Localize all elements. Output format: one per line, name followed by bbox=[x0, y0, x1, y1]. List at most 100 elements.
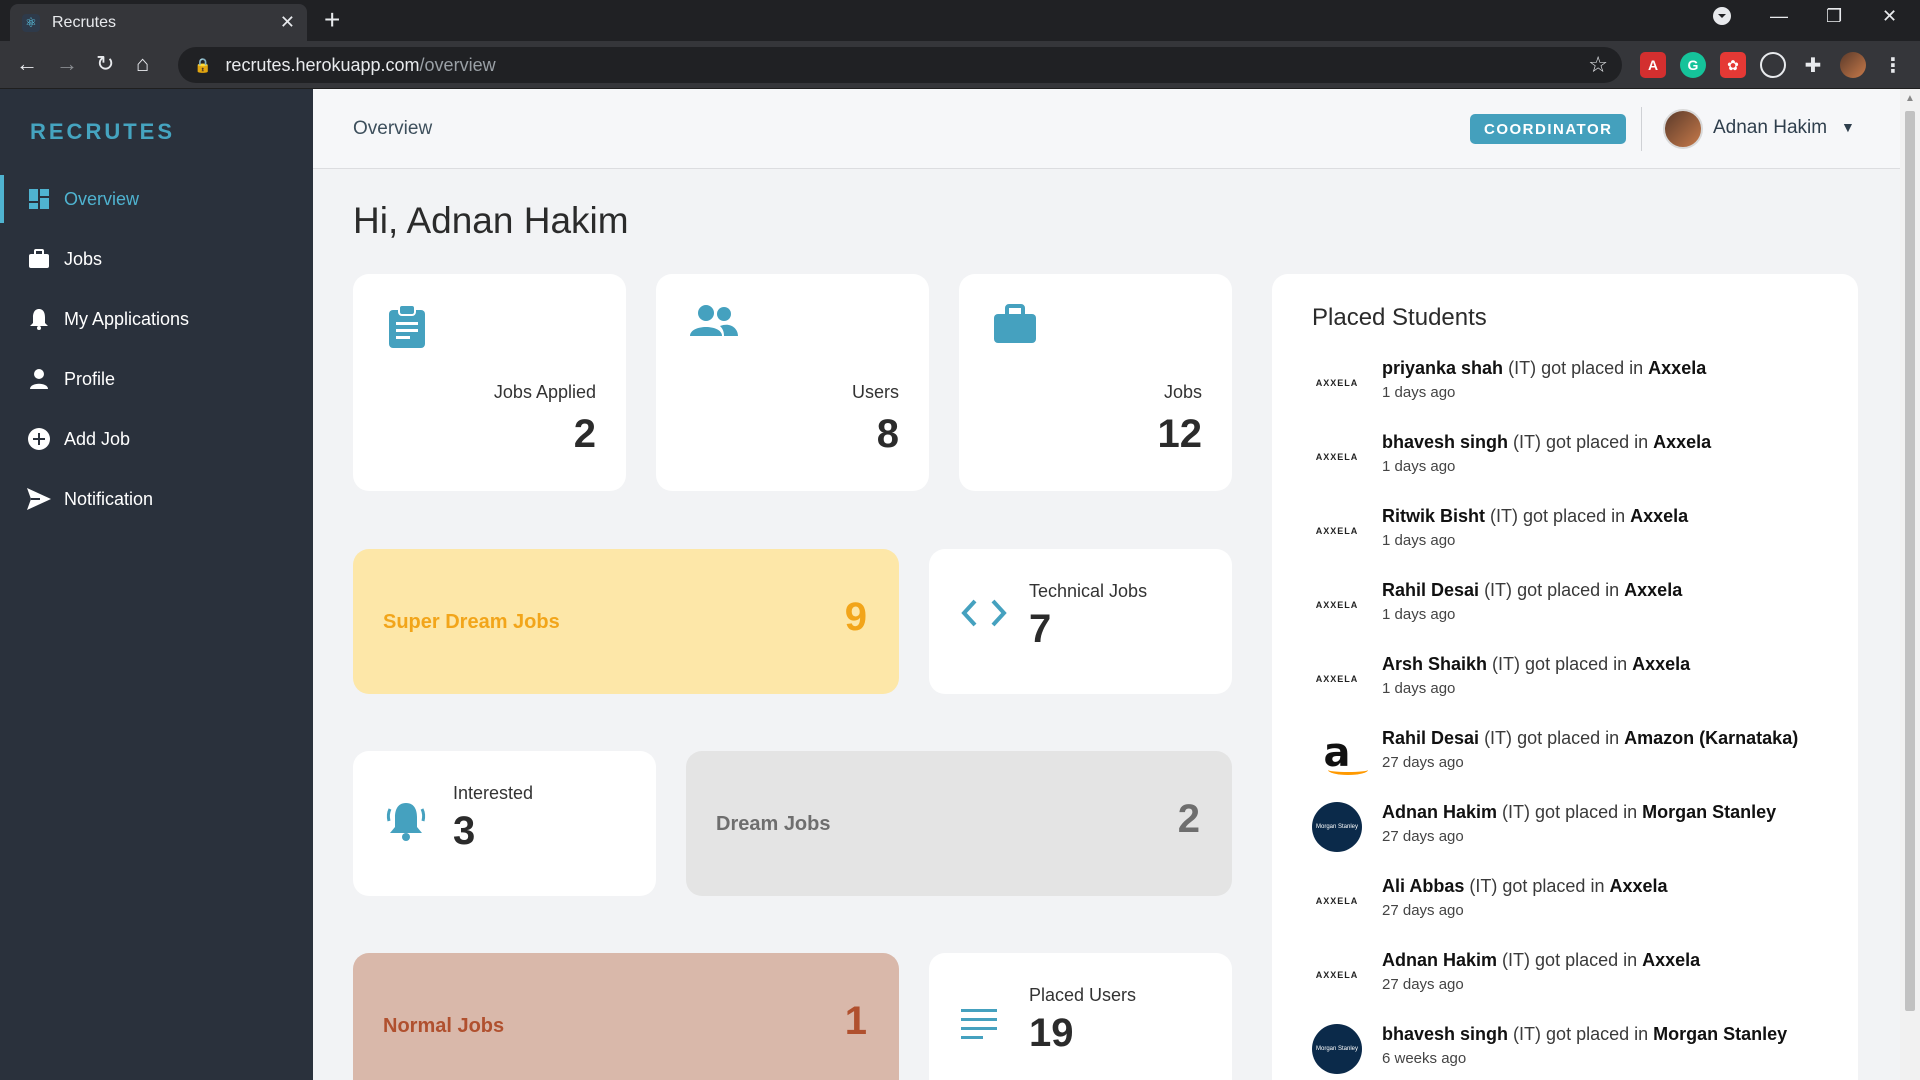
scroll-thumb[interactable] bbox=[1905, 111, 1915, 1011]
avatar[interactable] bbox=[1663, 109, 1703, 149]
category-label: Dream Jobs bbox=[716, 813, 831, 835]
placement-text: Adnan Hakim (IT) got placed in Morgan St… bbox=[1382, 802, 1776, 823]
stat-card-jobs-applied[interactable]: Jobs Applied 2 bbox=[353, 274, 626, 491]
sidebar-item-overview[interactable]: Overview bbox=[0, 169, 313, 229]
company-name: Morgan Stanley bbox=[1642, 802, 1777, 822]
stat-card-users[interactable]: Users 8 bbox=[656, 274, 929, 491]
url-host: recrutes.herokuapp.com bbox=[225, 54, 420, 75]
breadcrumb: Overview bbox=[353, 118, 433, 139]
placement-time: 27 days ago bbox=[1382, 828, 1464, 845]
student-dept: (IT) bbox=[1502, 950, 1531, 970]
axxela-logo: AXXELA bbox=[1315, 970, 1359, 980]
company-name: Axxela bbox=[1653, 432, 1712, 452]
lock-icon: 🔒 bbox=[194, 56, 212, 73]
stat-value: 7 bbox=[1029, 607, 1052, 651]
category-card-super-dream[interactable]: Super Dream Jobs 9 bbox=[353, 549, 899, 694]
category-value: 9 bbox=[844, 595, 867, 639]
axxela-logo: AXXELA bbox=[1315, 896, 1359, 906]
extension-icon[interactable]: ✿ bbox=[1720, 52, 1746, 78]
student-dept: (IT) bbox=[1484, 728, 1513, 748]
restore-icon[interactable]: ❐ bbox=[1826, 6, 1843, 26]
clipboard-icon bbox=[387, 304, 427, 353]
stat-label: Jobs Applied bbox=[493, 382, 596, 402]
placement-connector: got placed in bbox=[1541, 358, 1644, 378]
list-item: AXXELA Ritwik Bisht (IT) got placed in Ax… bbox=[1312, 502, 1852, 576]
list-icon bbox=[961, 1009, 997, 1044]
stat-card-jobs[interactable]: Jobs 12 bbox=[959, 274, 1232, 491]
placement-text: Adnan Hakim (IT) got placed in Axxela bbox=[1382, 950, 1700, 971]
stat-label: Users bbox=[851, 382, 899, 402]
stat-card-technical-jobs[interactable]: Technical Jobs 7 bbox=[929, 549, 1232, 694]
stat-card-interested[interactable]: Interested 3 bbox=[353, 751, 656, 896]
browser-tab-bar: ⚛ Recrutes ✕ + — ❐ ✕ bbox=[0, 0, 1920, 41]
tab-title: Recrutes bbox=[52, 13, 117, 31]
pdf-extension-icon[interactable]: A bbox=[1640, 52, 1666, 78]
extensions-puzzle-icon[interactable]: ✚ bbox=[1804, 54, 1822, 77]
student-dept: (IT) bbox=[1492, 654, 1521, 674]
placement-text: Arsh Shaikh (IT) got placed in Axxela bbox=[1382, 654, 1690, 675]
stat-label: Technical Jobs bbox=[1029, 581, 1148, 601]
address-bar[interactable]: 🔒 recrutes.herokuapp.com/overview ☆ bbox=[178, 47, 1622, 83]
category-card-normal[interactable]: Normal Jobs 1 bbox=[353, 953, 899, 1080]
target-extension-icon[interactable] bbox=[1760, 52, 1786, 78]
browser-profile-avatar[interactable] bbox=[1840, 52, 1866, 78]
placement-time: 6 weeks ago bbox=[1382, 1050, 1467, 1067]
back-icon[interactable]: ← bbox=[16, 51, 38, 76]
window-close-icon[interactable]: ✕ bbox=[1882, 6, 1898, 26]
student-dept: (IT) bbox=[1469, 876, 1498, 896]
stat-card-placed-users[interactable]: Placed Users 19 bbox=[929, 953, 1232, 1080]
stat-value: 3 bbox=[453, 809, 476, 853]
placement-time: 27 days ago bbox=[1382, 754, 1464, 771]
category-value: 1 bbox=[844, 999, 867, 1043]
forward-icon[interactable]: → bbox=[56, 51, 78, 76]
stat-label: Jobs bbox=[1163, 382, 1202, 402]
home-icon[interactable]: ⌂ bbox=[136, 51, 150, 76]
chevron-down-icon[interactable]: ▼ bbox=[1841, 119, 1855, 135]
sidebar-item-notification[interactable]: Notification bbox=[0, 469, 313, 529]
placement-connector: got placed in bbox=[1517, 728, 1620, 748]
bell-icon bbox=[385, 799, 427, 848]
list-item: AXXELA Arsh Shaikh (IT) got placed in Axx… bbox=[1312, 650, 1852, 724]
amazon-logo-letter: a bbox=[1324, 733, 1368, 775]
placement-connector: got placed in bbox=[1546, 1024, 1649, 1044]
grammarly-extension-icon[interactable]: G bbox=[1680, 52, 1706, 78]
user-name[interactable]: Adnan Hakim bbox=[1713, 117, 1828, 138]
send-icon bbox=[26, 486, 52, 512]
student-name: Arsh Shaikh bbox=[1382, 654, 1488, 674]
category-label: Normal Jobs bbox=[383, 1015, 505, 1037]
browser-menu-icon[interactable]: ⋮ bbox=[1883, 54, 1903, 77]
stat-value: 2 bbox=[573, 412, 596, 456]
profile-menu-icon[interactable] bbox=[1712, 6, 1732, 31]
stat-value: 12 bbox=[1157, 412, 1203, 456]
student-name: bhavesh singh bbox=[1382, 432, 1509, 452]
sidebar-item-my-applications[interactable]: My Applications bbox=[0, 289, 313, 349]
student-name: Adnan Hakim bbox=[1382, 950, 1498, 970]
sidebar-item-add-job[interactable]: Add Job bbox=[0, 409, 313, 469]
close-tab-icon[interactable]: ✕ bbox=[279, 12, 295, 32]
company-name: Axxela bbox=[1624, 580, 1683, 600]
placed-students-panel: Placed Students AXXELA priyanka shah (IT)… bbox=[1272, 274, 1858, 1080]
axxela-logo: AXXELA bbox=[1315, 600, 1359, 610]
category-card-dream[interactable]: Dream Jobs 2 bbox=[686, 751, 1232, 896]
minimize-icon[interactable]: — bbox=[1770, 6, 1788, 26]
student-dept: (IT) bbox=[1513, 1024, 1542, 1044]
placement-text: bhavesh singh (IT) got placed in Axxela bbox=[1382, 432, 1711, 453]
sidebar-item-profile[interactable]: Profile bbox=[0, 349, 313, 409]
sidebar-item-label: My Applications bbox=[64, 308, 190, 329]
stat-value: 8 bbox=[876, 412, 899, 456]
company-name: Axxela bbox=[1642, 950, 1701, 970]
plus-circle-icon bbox=[26, 426, 52, 452]
bookmark-star-icon[interactable]: ☆ bbox=[1588, 52, 1608, 77]
new-tab-icon[interactable]: + bbox=[324, 4, 341, 35]
axxela-logo: AXXELA bbox=[1315, 378, 1359, 388]
placement-connector: got placed in bbox=[1517, 580, 1620, 600]
reload-icon[interactable]: ↻ bbox=[96, 51, 115, 76]
sidebar-item-jobs[interactable]: Jobs bbox=[0, 229, 313, 289]
scroll-up-icon[interactable]: ▲ bbox=[1905, 93, 1915, 104]
page-scrollbar[interactable]: ▲ bbox=[1900, 89, 1920, 1080]
brand-logo[interactable]: RECRUTES bbox=[30, 119, 176, 144]
student-name: Ritwik Bisht bbox=[1382, 506, 1486, 526]
student-name: priyanka shah bbox=[1382, 358, 1504, 378]
amazon-logo: a bbox=[1312, 728, 1368, 778]
browser-tab[interactable]: ⚛ Recrutes ✕ bbox=[10, 4, 307, 41]
